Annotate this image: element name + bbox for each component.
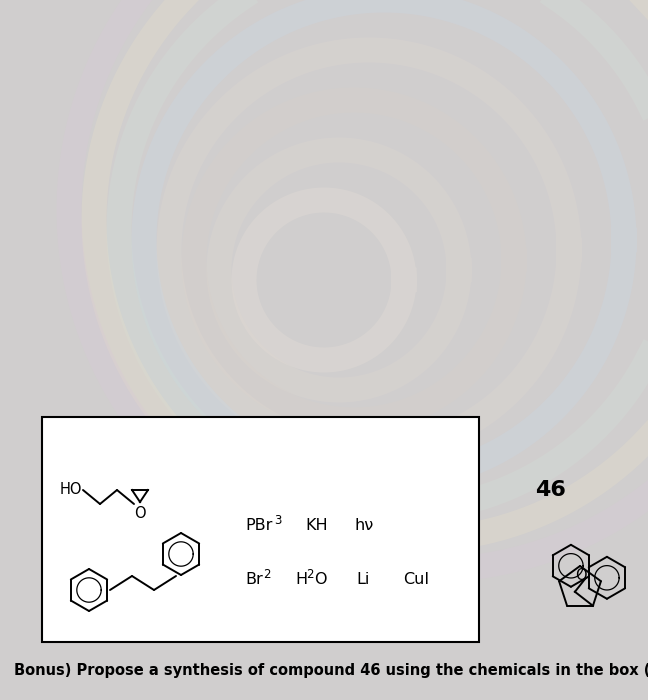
Text: Li: Li	[356, 573, 369, 587]
Text: O: O	[134, 507, 146, 522]
Text: KH: KH	[305, 519, 328, 533]
Text: Bonus) Propose a synthesis of compound 46 using the chemicals in the box (20pts): Bonus) Propose a synthesis of compound 4…	[14, 662, 648, 678]
Text: 46: 46	[535, 480, 566, 500]
Text: PBr: PBr	[245, 519, 272, 533]
Text: 2: 2	[306, 568, 314, 582]
Text: 3: 3	[274, 514, 281, 528]
Text: 2: 2	[263, 568, 270, 582]
Text: hν: hν	[355, 519, 375, 533]
Text: O: O	[575, 568, 587, 584]
Text: Br: Br	[245, 573, 262, 587]
Text: HO: HO	[60, 482, 82, 498]
Bar	[42, 417, 479, 642]
Text: CuI: CuI	[403, 573, 429, 587]
Text: O: O	[314, 573, 327, 587]
Text: H: H	[295, 573, 307, 587]
